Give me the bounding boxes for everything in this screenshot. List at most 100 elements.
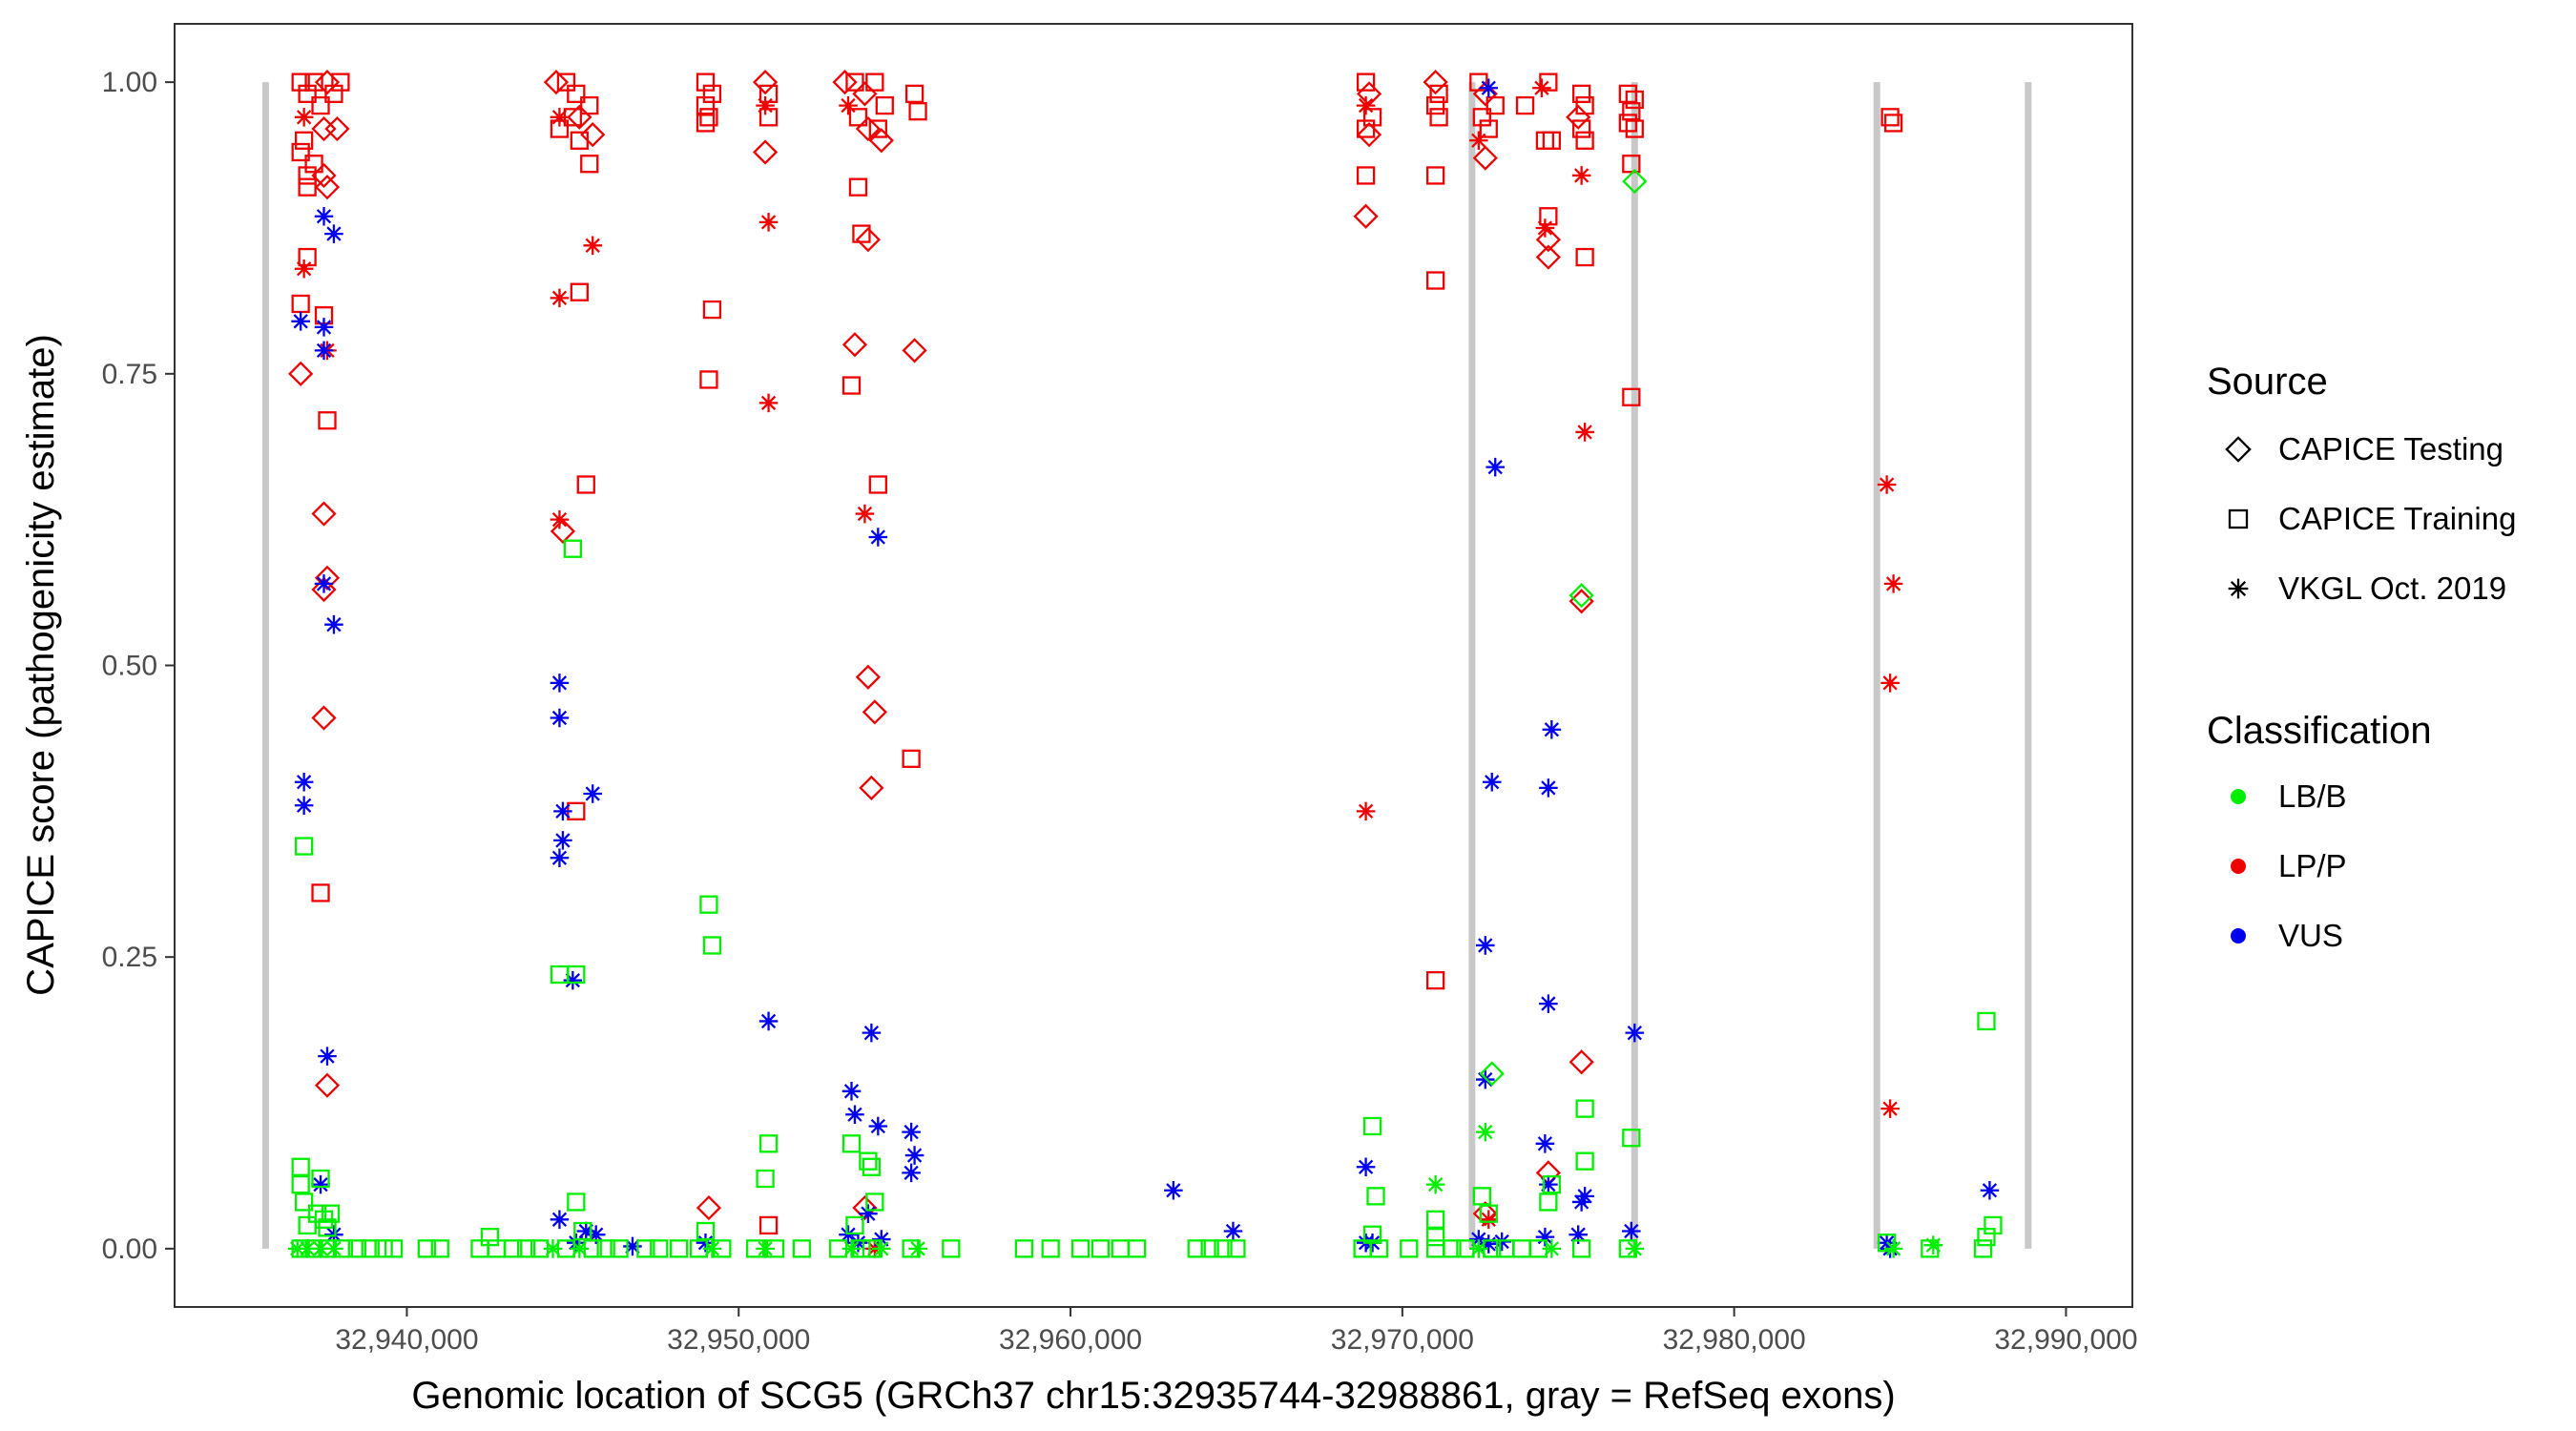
point-lpp-130 (1571, 166, 1591, 185)
point-lbb-27 (567, 1192, 586, 1212)
point-lpp-73 (868, 128, 894, 154)
point-lpp-138 (1618, 114, 1637, 133)
point-lpp-71 (855, 115, 881, 142)
point-lbb-21 (384, 1239, 404, 1258)
point-vus-13 (550, 708, 570, 728)
point-lbb-100 (1542, 1174, 1562, 1194)
point-vus-43 (1479, 78, 1499, 98)
point-vus-17 (550, 848, 570, 868)
point-lpp-57 (752, 139, 779, 165)
point-lbb-50 (702, 1239, 722, 1258)
point-lbb-112 (1883, 1239, 1903, 1258)
point-lpp-65 (845, 73, 864, 92)
legend-class-label-lpp: LP/P (2278, 848, 2347, 883)
point-lbb-35 (543, 1239, 563, 1258)
point-lpp-114 (1479, 1210, 1499, 1230)
point-lpp-26 (311, 576, 337, 603)
point-lbb-92 (1476, 1122, 1495, 1142)
point-lbb-74 (1127, 1239, 1147, 1258)
point-lbb-60 (845, 1215, 864, 1235)
point-lpp-132 (1575, 423, 1594, 442)
point-lbb-85 (1425, 1174, 1445, 1194)
point-vus-3 (314, 318, 334, 337)
point-lbb-65 (872, 1239, 891, 1258)
point-lpp-76 (848, 177, 868, 197)
x-tick-label-1: 32,950,000 (667, 1324, 810, 1356)
point-lbb-41 (636, 1239, 655, 1258)
point-lpp-19 (291, 294, 310, 314)
point-lpp-55 (756, 95, 775, 115)
y-axis: 0.00 0.25 0.50 0.75 1.00 (102, 67, 175, 1265)
point-lpp-46 (550, 518, 576, 544)
point-vus-55 (1539, 1174, 1558, 1194)
point-vus-15 (553, 801, 572, 821)
point-lbb-20 (374, 1239, 393, 1258)
point-vus-35 (839, 1225, 858, 1244)
point-vus-10 (311, 1174, 330, 1194)
point-lpp-14 (311, 162, 337, 189)
legend-source-title: Source (2207, 361, 2328, 403)
point-lbb-67 (908, 1239, 927, 1258)
point-vus-26 (868, 528, 888, 547)
y-axis-title: CAPICE score (pathogenicity estimate) (20, 334, 62, 996)
point-lpp-116 (1539, 73, 1558, 92)
point-lpp-18 (294, 259, 314, 279)
point-lbb-105 (1575, 1151, 1594, 1171)
point-lpp-10 (294, 131, 314, 150)
point-lpp-122 (1535, 227, 1561, 253)
point-vus-6 (324, 614, 343, 634)
point-lpp-139 (1625, 119, 1644, 138)
point-lpp-128 (1572, 119, 1591, 138)
point-vus-48 (1469, 1230, 1488, 1249)
point-lpp-53 (752, 70, 779, 95)
point-lbb-23 (430, 1239, 449, 1258)
point-vus-56 (1535, 1227, 1555, 1247)
point-lpp-137 (1622, 102, 1641, 121)
point-lbb-47 (756, 1169, 775, 1189)
point-lbb-75 (1187, 1239, 1206, 1258)
point-vus-44 (1485, 457, 1506, 477)
x-tick-label-3: 32,970,000 (1331, 1324, 1474, 1356)
y-tick-label-3: 0.75 (102, 359, 157, 390)
y-tick-label-2: 0.50 (102, 651, 157, 682)
point-lpp-0 (291, 73, 310, 92)
point-lpp-62 (696, 1194, 722, 1221)
point-lbb-79 (1362, 1116, 1382, 1136)
point-lpp-68 (875, 95, 894, 115)
point-lbb-83 (1369, 1239, 1389, 1258)
point-lbb-114 (1923, 1235, 1943, 1255)
point-lpp-67 (865, 73, 884, 92)
point-lbb-5 (307, 1204, 327, 1223)
point-vus-46 (1476, 936, 1495, 955)
point-lpp-49 (702, 84, 722, 104)
point-lbb-17 (334, 1239, 354, 1258)
point-lpp-86 (902, 749, 921, 768)
point-vus-58 (1571, 1192, 1591, 1212)
point-lbb-69 (1014, 1239, 1034, 1258)
point-lbb-46 (758, 1134, 779, 1153)
point-lpp-39 (570, 131, 589, 150)
point-lpp-98 (1356, 801, 1376, 821)
point-vus-23 (623, 1236, 642, 1256)
legend-class-label-lbb: LB/B (2278, 778, 2347, 814)
point-lbb-9 (318, 1218, 337, 1237)
legend-source-label-testing: CAPICE Testing (2278, 431, 2503, 467)
point-lpp-119 (1542, 131, 1562, 150)
point-vus-19 (550, 1210, 570, 1230)
point-vus-31 (902, 1122, 921, 1142)
point-lpp-90 (1356, 73, 1376, 92)
point-lbb-93 (1472, 1187, 1491, 1206)
point-lpp-92 (1356, 95, 1376, 115)
point-vus-30 (868, 1116, 888, 1136)
point-lpp-111 (1469, 131, 1488, 151)
point-lbb-26 (563, 539, 583, 558)
legend-source-key-asterisk (2228, 578, 2249, 599)
point-vus-32 (904, 1146, 924, 1165)
point-lbb-43 (670, 1239, 689, 1258)
point-lpp-40 (580, 155, 599, 174)
point-lpp-103 (1425, 166, 1445, 185)
point-lbb-71 (1070, 1239, 1091, 1258)
point-lbb-18 (347, 1239, 366, 1258)
point-lpp-42 (570, 282, 589, 301)
point-lpp-80 (902, 338, 927, 363)
